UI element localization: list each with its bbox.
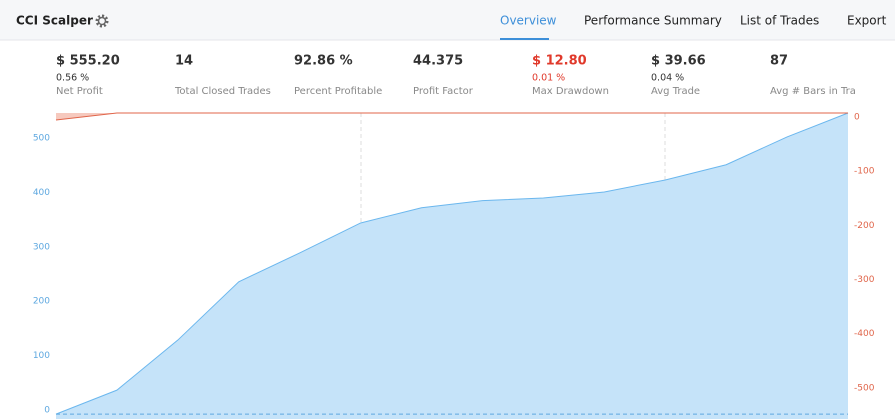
y2-tick-label: 0 [854, 113, 860, 123]
stat-label: Avg Trade [651, 86, 700, 97]
stat-value: $ 12.80 [532, 54, 587, 69]
stat-label: Avg # Bars in Tra [770, 86, 856, 97]
equity-line [55, 112, 849, 415]
y2-tick-label: -300 [854, 275, 875, 285]
stat-label: Max Drawdown [532, 86, 609, 97]
tab[interactable]: Performance Summary [584, 14, 722, 28]
stat-label: Percent Profitable [294, 86, 382, 97]
drawdown-area [56, 113, 848, 121]
stat-value: 14 [175, 54, 193, 69]
header-bar [0, 0, 895, 40]
settings-icon[interactable] [95, 14, 109, 28]
stat-label: Total Closed Trades [174, 86, 271, 97]
y2-tick-label: -400 [854, 329, 875, 339]
y-tick-label: 300 [33, 242, 50, 252]
stat-sub: 0.01 % [532, 73, 565, 84]
drawdown-line [55, 112, 848, 121]
stat-value: 44.375 [413, 54, 463, 69]
y-tick-label: 500 [33, 133, 50, 143]
y-tick-label: 0 [44, 406, 50, 416]
y2-tick-label: -500 [854, 383, 875, 393]
stat-label: Profit Factor [413, 86, 474, 97]
y2-tick-label: -200 [854, 221, 875, 231]
stat-value: $ 39.66 [651, 54, 706, 69]
stat-value: 87 [770, 54, 788, 69]
y-tick-label: 400 [33, 188, 50, 198]
y2-tick-label: -100 [854, 167, 875, 177]
y-tick-label: 200 [33, 297, 50, 307]
tab[interactable]: List of Trades [740, 14, 819, 28]
tab[interactable]: Export [847, 14, 887, 28]
stat-sub: 0.56 % [56, 73, 89, 84]
tab[interactable]: Overview [500, 14, 557, 28]
stat-value: $ 555.20 [56, 54, 120, 69]
equity-area [56, 113, 848, 419]
stat-sub: 0.04 % [651, 73, 684, 84]
stat-value: 92.86 % [294, 54, 353, 69]
stat-label: Net Profit [56, 86, 103, 97]
strategy-title: CCI Scalper [16, 14, 93, 28]
y-tick-label: 100 [33, 351, 50, 361]
